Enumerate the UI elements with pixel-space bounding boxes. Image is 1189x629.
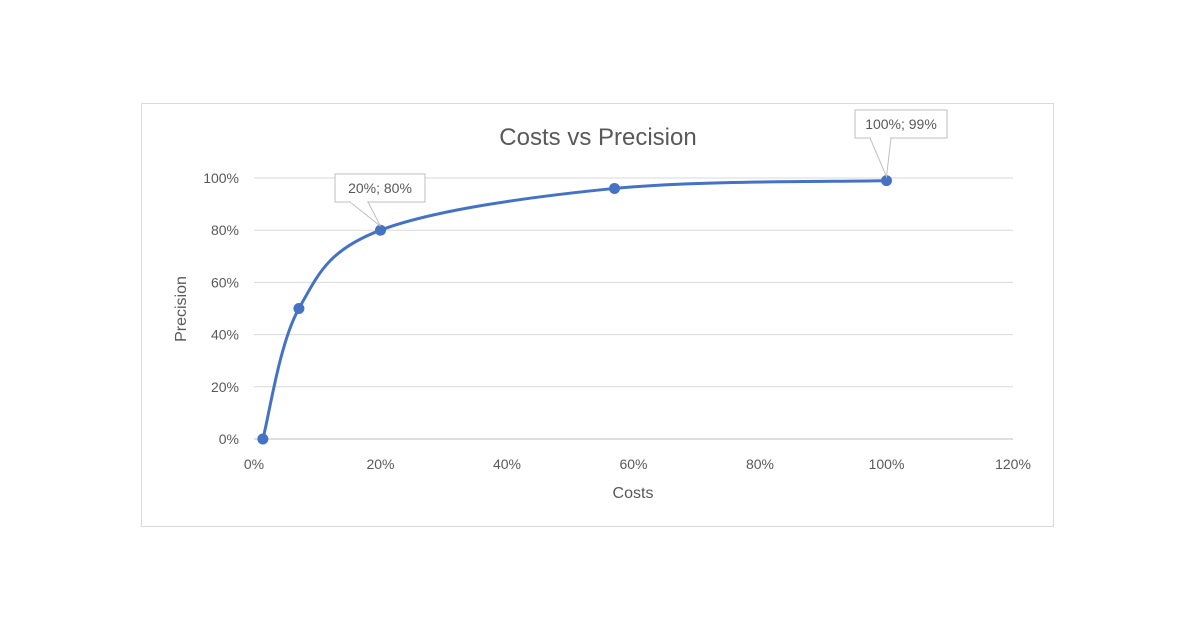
x-tick-label: 20% bbox=[366, 456, 394, 472]
y-tick-label: 60% bbox=[211, 274, 239, 290]
x-tick-label: 60% bbox=[619, 456, 647, 472]
data-point bbox=[609, 182, 621, 194]
data-point bbox=[293, 303, 305, 314]
y-tick-label: 0% bbox=[219, 431, 239, 447]
chart-title: Costs vs Precision bbox=[499, 124, 696, 151]
x-axis-label: Costs bbox=[613, 485, 654, 502]
y-tick-label: 100% bbox=[203, 170, 239, 186]
data-point bbox=[881, 175, 892, 187]
gridlines bbox=[254, 177, 1013, 440]
y-axis-ticks: 0% 20% 40% 60% 80% 100% bbox=[203, 170, 239, 447]
x-tick-label: 40% bbox=[493, 456, 521, 472]
x-tick-label: 0% bbox=[244, 456, 264, 472]
x-axis-ticks: 0% 20% 40% 60% 80% 100% 120% bbox=[244, 456, 1031, 472]
y-axis-label: Precision bbox=[173, 276, 190, 342]
x-tick-label: 100% bbox=[869, 456, 905, 472]
y-tick-label: 20% bbox=[211, 379, 239, 395]
data-point bbox=[257, 433, 269, 445]
series-line bbox=[261, 179, 887, 440]
data-callouts: 20%; 80% 100%; 99% bbox=[334, 109, 948, 227]
callout-label: 20%; 80% bbox=[348, 180, 412, 196]
callout-label: 100%; 99% bbox=[865, 116, 937, 132]
data-callout: 20%; 80% bbox=[334, 173, 426, 227]
x-tick-label: 80% bbox=[746, 456, 774, 472]
data-point bbox=[375, 224, 386, 236]
data-markers bbox=[257, 175, 892, 445]
chart-frame bbox=[141, 103, 1054, 527]
y-tick-label: 80% bbox=[211, 222, 239, 238]
y-tick-label: 40% bbox=[211, 327, 239, 343]
x-tick-label: 120% bbox=[995, 456, 1031, 472]
data-callout: 100%; 99% bbox=[854, 109, 948, 179]
